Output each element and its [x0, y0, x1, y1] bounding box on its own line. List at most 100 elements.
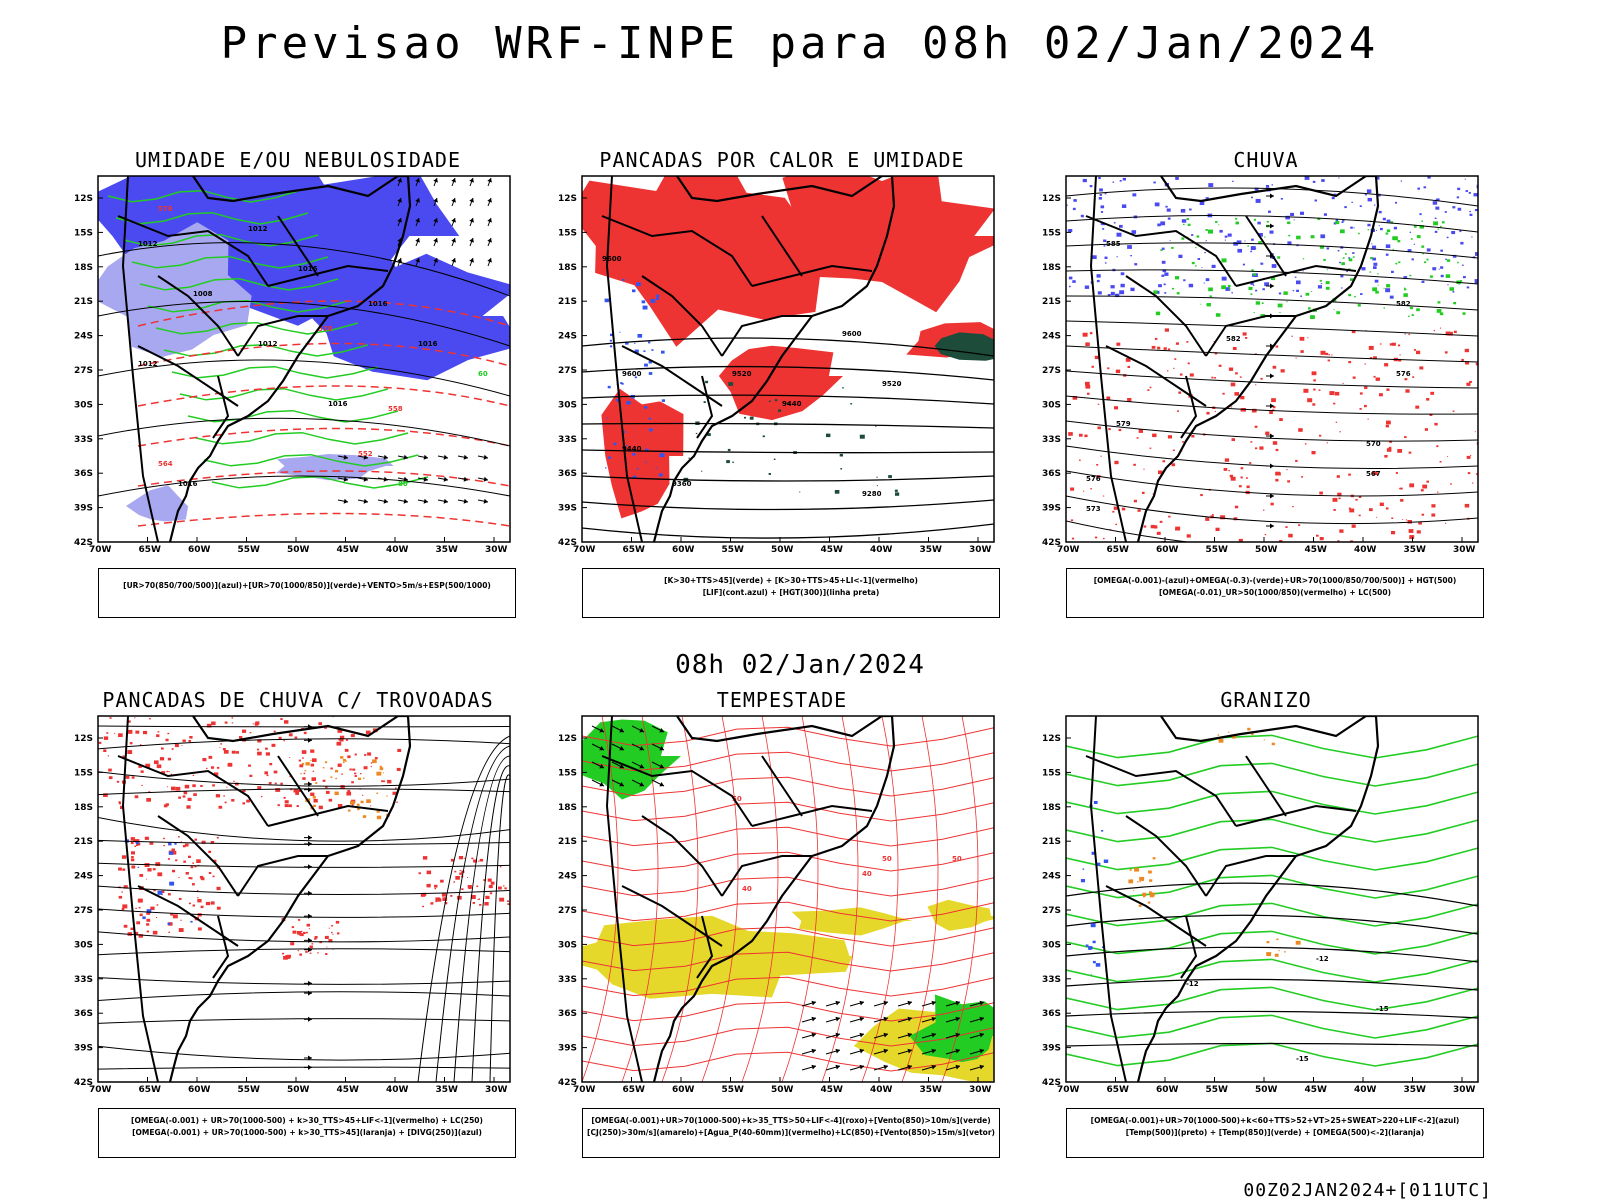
contour-label: 9440	[622, 445, 642, 453]
field-speckle	[298, 759, 301, 762]
wind-vector-head	[487, 178, 492, 183]
contour-line	[137, 342, 510, 367]
field-speckle	[1106, 396, 1111, 400]
field-speckle	[305, 950, 308, 953]
field-speckle	[1357, 304, 1361, 307]
field-speckle	[1279, 418, 1283, 421]
contour-line	[1066, 882, 1478, 907]
contour-line	[582, 1051, 994, 1072]
field-speckle	[347, 755, 351, 759]
contour-line	[821, 716, 859, 1082]
field-area	[126, 485, 189, 522]
field-speckle	[435, 900, 438, 903]
field-speckle	[1191, 261, 1195, 265]
field-speckle	[1096, 862, 1101, 866]
field-speckle	[1272, 406, 1276, 409]
field-speckle	[1408, 333, 1410, 335]
field-speckle	[1369, 271, 1372, 273]
field-speckle	[1188, 283, 1194, 288]
field-speckle	[1372, 287, 1377, 292]
field-speckle	[1411, 258, 1414, 261]
field-speckle	[335, 920, 340, 924]
contour-line	[137, 385, 510, 407]
field-speckle	[1350, 226, 1353, 229]
field-speckle	[1409, 535, 1415, 539]
streamline	[489, 774, 510, 1082]
field-speckle	[226, 786, 228, 788]
wind-vector-head	[308, 781, 312, 787]
field-speckle	[1391, 270, 1394, 273]
field-speckle	[479, 858, 484, 862]
field-speckle	[309, 945, 313, 949]
field-speckle	[137, 898, 143, 903]
field-speckle	[1426, 398, 1430, 401]
field-speckle	[1404, 333, 1406, 335]
field-speckle	[1253, 312, 1255, 314]
field-speckle	[1452, 254, 1457, 258]
field-speckle	[1205, 240, 1207, 242]
field-speckle	[1355, 498, 1358, 501]
field-speckle	[295, 791, 299, 795]
field-speckle	[127, 729, 133, 734]
lon-tick-label: 30W	[1453, 1085, 1476, 1095]
field-speckle	[147, 868, 152, 872]
field-area	[98, 222, 252, 357]
field-speckle	[1221, 258, 1227, 263]
wind-vector-head	[308, 841, 312, 847]
field-speckle	[1205, 517, 1210, 521]
wind-vector-head	[363, 476, 368, 482]
field-speckle	[1350, 278, 1354, 281]
field-speckle	[1236, 240, 1242, 245]
field-speckle	[1099, 194, 1102, 196]
country-border	[1245, 215, 1287, 277]
field-speckle	[834, 490, 840, 494]
wind-vector-head	[1270, 403, 1274, 409]
contour-line	[661, 716, 699, 1082]
field-speckle	[183, 791, 188, 795]
wind-vector-head	[451, 238, 456, 243]
field-speckle	[1466, 286, 1470, 289]
contour-label: 1008	[193, 290, 213, 298]
field-speckle	[193, 793, 197, 796]
field-speckle	[1127, 365, 1131, 368]
field-speckle	[1437, 301, 1441, 304]
field-speckle	[1319, 537, 1324, 541]
field-speckle	[1317, 217, 1321, 220]
field-speckle	[342, 785, 344, 786]
field-speckle	[1246, 485, 1250, 489]
field-speckle	[1161, 274, 1165, 277]
field-speckle	[118, 895, 123, 899]
country-border	[605, 176, 643, 542]
wind-vector-head	[308, 1064, 312, 1070]
field-speckle	[1393, 226, 1397, 230]
field-speckle	[1397, 449, 1402, 453]
streamline	[98, 839, 510, 846]
field-speckle	[1119, 180, 1122, 182]
field-speckle	[260, 796, 263, 798]
field-speckle	[1251, 196, 1253, 199]
field-speckle	[1191, 234, 1194, 236]
field-speckle	[1326, 247, 1330, 250]
field-speckle	[383, 780, 386, 783]
field-speckle	[1101, 946, 1104, 948]
field-speckle	[182, 739, 186, 743]
lat-tick-label: 27S	[74, 366, 93, 376]
field-speckle	[192, 774, 195, 776]
field-speckle	[478, 898, 481, 900]
wind-vector-head	[1270, 193, 1274, 199]
field-speckle	[1348, 473, 1351, 476]
coastline	[1136, 716, 1380, 1082]
field-speckle	[1187, 223, 1191, 226]
contour-label: 576	[1086, 475, 1101, 483]
field-speckle	[1265, 431, 1270, 435]
field-speckle	[208, 872, 212, 874]
country-border	[605, 716, 643, 1082]
field-speckle	[1377, 273, 1379, 275]
field-speckle	[1197, 258, 1201, 260]
field-speckle	[223, 750, 229, 754]
field-speckle	[705, 380, 709, 384]
field-speckle	[507, 900, 510, 902]
field-speckle	[1299, 336, 1305, 341]
field-speckle	[257, 751, 262, 756]
field-speckle	[206, 767, 208, 769]
